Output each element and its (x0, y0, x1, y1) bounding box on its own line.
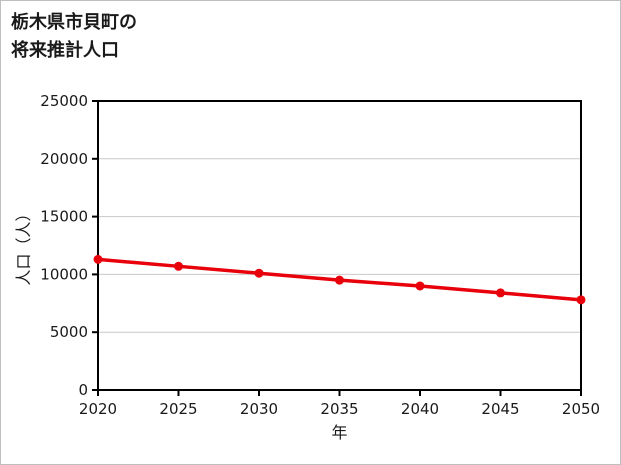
y-axis-title: 人口（人） (14, 205, 33, 285)
y-tick-label: 15000 (40, 208, 88, 226)
data-point (576, 295, 586, 305)
x-tick-label: 2030 (240, 400, 278, 418)
x-tick-label: 2025 (159, 400, 197, 418)
data-point (254, 268, 264, 278)
gridlines (98, 100, 581, 333)
data-point (335, 275, 344, 285)
data-point (174, 261, 183, 271)
y-tick-label: 0 (78, 381, 88, 399)
chart-title-line-1: 栃木県市貝町の (11, 12, 137, 33)
x-tick-label: 2020 (79, 400, 117, 418)
x-tick-label: 2040 (401, 400, 439, 418)
chart-title: 栃木県市貝町の 将来推計人口 (11, 9, 137, 65)
data-points (93, 254, 586, 305)
y-tick-label: 10000 (40, 265, 88, 283)
chart-title-line-2: 将来推計人口 (11, 39, 119, 61)
x-tick-label: 2045 (481, 400, 519, 418)
data-point (415, 281, 425, 291)
x-tick-label: 2035 (320, 400, 358, 418)
x-axis-title: 年 (331, 423, 347, 442)
data-point (496, 288, 505, 298)
data-point (93, 254, 103, 264)
x-axis-ticks: 2020 2025 2030 2035 2040 2045 2050 (79, 390, 600, 418)
y-tick-label: 5000 (50, 323, 88, 341)
y-axis-ticks: 0 5000 10000 15000 20000 25000 (40, 92, 98, 399)
x-tick-label: 2050 (562, 400, 600, 418)
plot-frame (97, 100, 582, 391)
y-tick-label: 20000 (40, 150, 88, 168)
y-tick-label: 25000 (40, 92, 88, 110)
